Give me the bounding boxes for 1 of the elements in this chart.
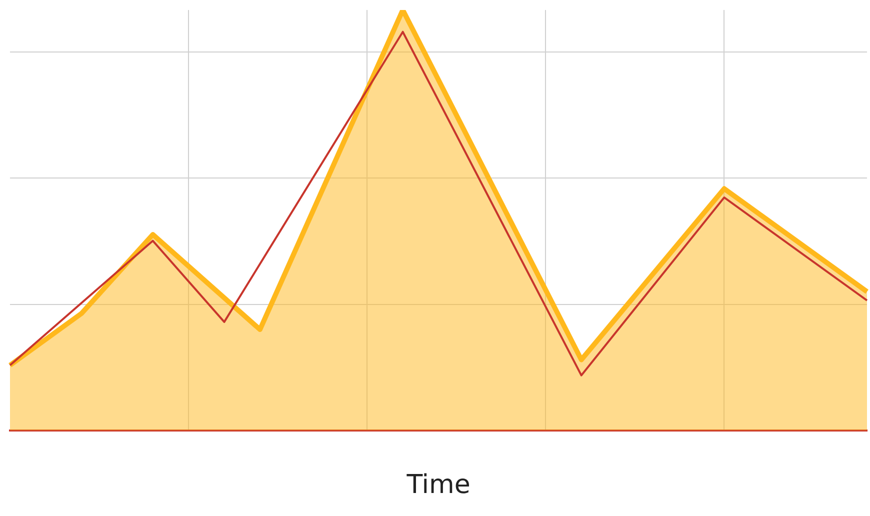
x-axis-title: Time (406, 470, 470, 500)
